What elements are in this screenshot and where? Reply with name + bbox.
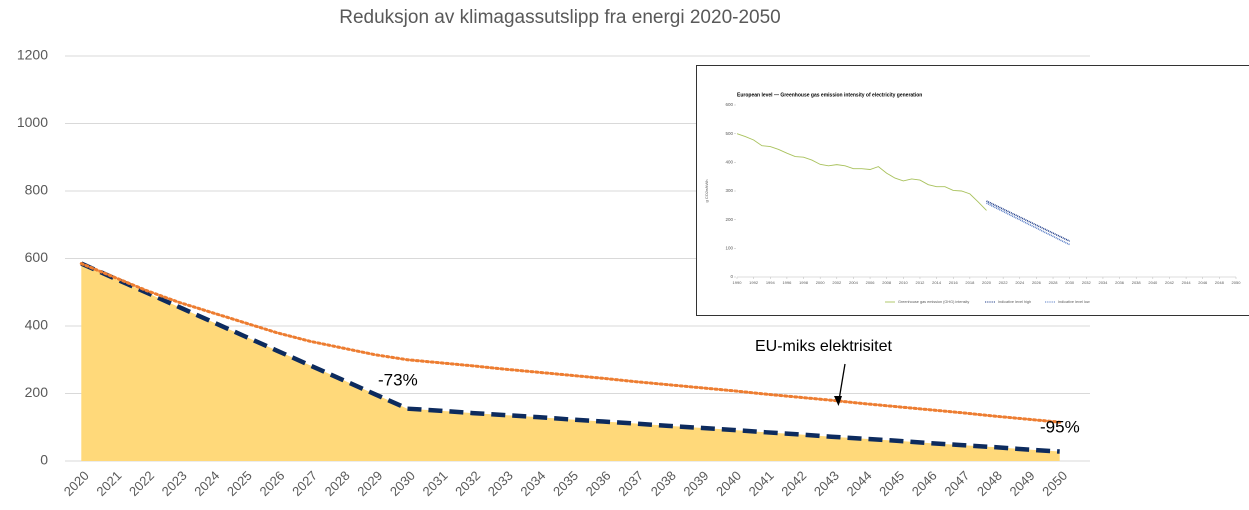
x-tick-label: 2047: [941, 468, 972, 499]
inset-x-tick-label: 2016: [949, 280, 959, 285]
inset-x-tick-label: 1992: [749, 280, 759, 285]
x-tick-label: 2040: [713, 468, 744, 499]
inset-x-tick-label: 2034: [1098, 280, 1108, 285]
x-tick-label: 2034: [517, 468, 548, 499]
x-tick-label: 2050: [1039, 468, 1070, 499]
x-tick-label: 2025: [224, 468, 255, 499]
inset-x-tick-label: 2038: [1132, 280, 1142, 285]
legend-label: Indicative level low: [1058, 300, 1090, 304]
x-tick-label: 2044: [844, 468, 875, 499]
inset-y-tick-label: 100: [725, 246, 733, 251]
arrow-head: [834, 396, 842, 406]
inset-x-tick-label: 2012: [916, 280, 926, 285]
x-tick-label: 2029: [354, 468, 385, 499]
x-tick-label: 2035: [550, 468, 581, 499]
y-tick-label: 800: [25, 182, 49, 198]
x-tick-label: 2031: [420, 468, 451, 499]
inset-y-tick-label: 0: [730, 274, 733, 279]
x-tick-label: 2049: [1007, 468, 1038, 499]
inset-y-tick-label: 500: [725, 131, 733, 136]
inset-x-tick-label: 2046: [1198, 280, 1208, 285]
inset-y-tick-label: 300: [725, 188, 733, 193]
inset-x-tick-label: 2008: [882, 280, 892, 285]
x-tick-label: 2024: [191, 468, 222, 499]
y-tick-label: 400: [25, 317, 49, 333]
inset-x-tick-label: 2044: [1182, 280, 1192, 285]
x-tick-label: 2046: [909, 468, 940, 499]
y-tick-label: 1000: [17, 114, 48, 130]
inset-y-label: g CO2e/kWh: [704, 180, 709, 203]
line: [80, 261, 1060, 454]
x-tick-label: 2043: [811, 468, 842, 499]
x-tick-label: 2038: [648, 468, 679, 499]
y-tick-label: 1200: [17, 47, 48, 63]
x-tick-label: 2023: [159, 468, 190, 499]
inset-x-tick-label: 2004: [849, 280, 859, 285]
x-tick-label: 2032: [452, 468, 483, 499]
x-tick-label: 2033: [485, 468, 516, 499]
x-tick-label: 2021: [93, 468, 124, 499]
inset-x-tick-label: 2018: [965, 280, 975, 285]
inset-x-tick-label: 2030: [1065, 280, 1075, 285]
x-tick-label: 2027: [289, 468, 320, 499]
y-tick-label: 0: [40, 452, 48, 468]
x-tick-label: 2036: [583, 468, 614, 499]
x-tick-label: 2041: [746, 468, 777, 499]
area: [81, 263, 1060, 461]
inset-frame: [696, 65, 1249, 316]
inset-x-tick-label: 2048: [1215, 280, 1225, 285]
x-tick-label: 2037: [615, 468, 646, 499]
legend-label: Greenhouse gas emission (GHG) intensity: [898, 300, 969, 304]
annotation: -73%: [378, 370, 418, 389]
inset-x-tick-label: 1996: [782, 280, 792, 285]
x-tick-label: 2039: [680, 468, 711, 499]
inset-x-tick-label: 2024: [1015, 280, 1025, 285]
inset-title: European level — Greenhouse gas emission…: [737, 92, 922, 98]
annotation: -95%: [1040, 417, 1080, 436]
inset-x-tick-label: 2036: [1115, 280, 1125, 285]
inset-x-tick-label: 2026: [1032, 280, 1042, 285]
inset-y-tick-label: 400: [725, 160, 733, 165]
inset-x-tick-label: 2010: [899, 280, 909, 285]
chart-title: Reduksjon av klimagassutslipp fra energi…: [339, 7, 780, 28]
x-tick-label: 2048: [974, 468, 1005, 499]
x-tick-label: 2030: [387, 468, 418, 499]
inset-x-tick-label: 2014: [932, 280, 942, 285]
inset-line: [736, 133, 987, 211]
x-tick-label: 2020: [61, 468, 92, 499]
inset-line: [986, 200, 1071, 242]
inset-x-tick-label: 2042: [1165, 280, 1175, 285]
inset-x-tick-label: 1990: [733, 280, 743, 285]
inset-x-tick-label: 2050: [1232, 280, 1242, 285]
inset-x-tick-label: 1994: [766, 280, 776, 285]
inset-y-tick-label: 200: [725, 217, 733, 222]
inset-x-tick-label: 2002: [832, 280, 842, 285]
x-tick-label: 2028: [322, 468, 353, 499]
inset-x-tick-label: 2040: [1148, 280, 1158, 285]
x-tick-label: 2045: [876, 468, 907, 499]
inset-x-tick-label: 1998: [799, 280, 809, 285]
inset-x-tick-label: 2028: [1049, 280, 1059, 285]
annotation: EU-miks elektrisitet: [755, 338, 892, 355]
inset-x-tick-label: 2032: [1082, 280, 1092, 285]
x-tick-label: 2042: [778, 468, 809, 499]
inset-y-tick-label: 600: [725, 102, 733, 107]
y-tick-label: 200: [25, 384, 49, 400]
x-tick-label: 2026: [256, 468, 287, 499]
y-tick-label: 600: [25, 249, 49, 265]
inset-x-tick-label: 2020: [982, 280, 992, 285]
inset-x-tick-label: 2022: [999, 280, 1009, 285]
legend-label: Indicative level high: [998, 300, 1031, 304]
annotation-arrow: [838, 363, 846, 401]
line: [79, 262, 1062, 424]
inset-x-tick-label: 2006: [866, 280, 876, 285]
inset-x-tick-label: 2000: [816, 280, 826, 285]
x-tick-label: 2022: [126, 468, 157, 499]
inset-line: [986, 202, 1071, 246]
